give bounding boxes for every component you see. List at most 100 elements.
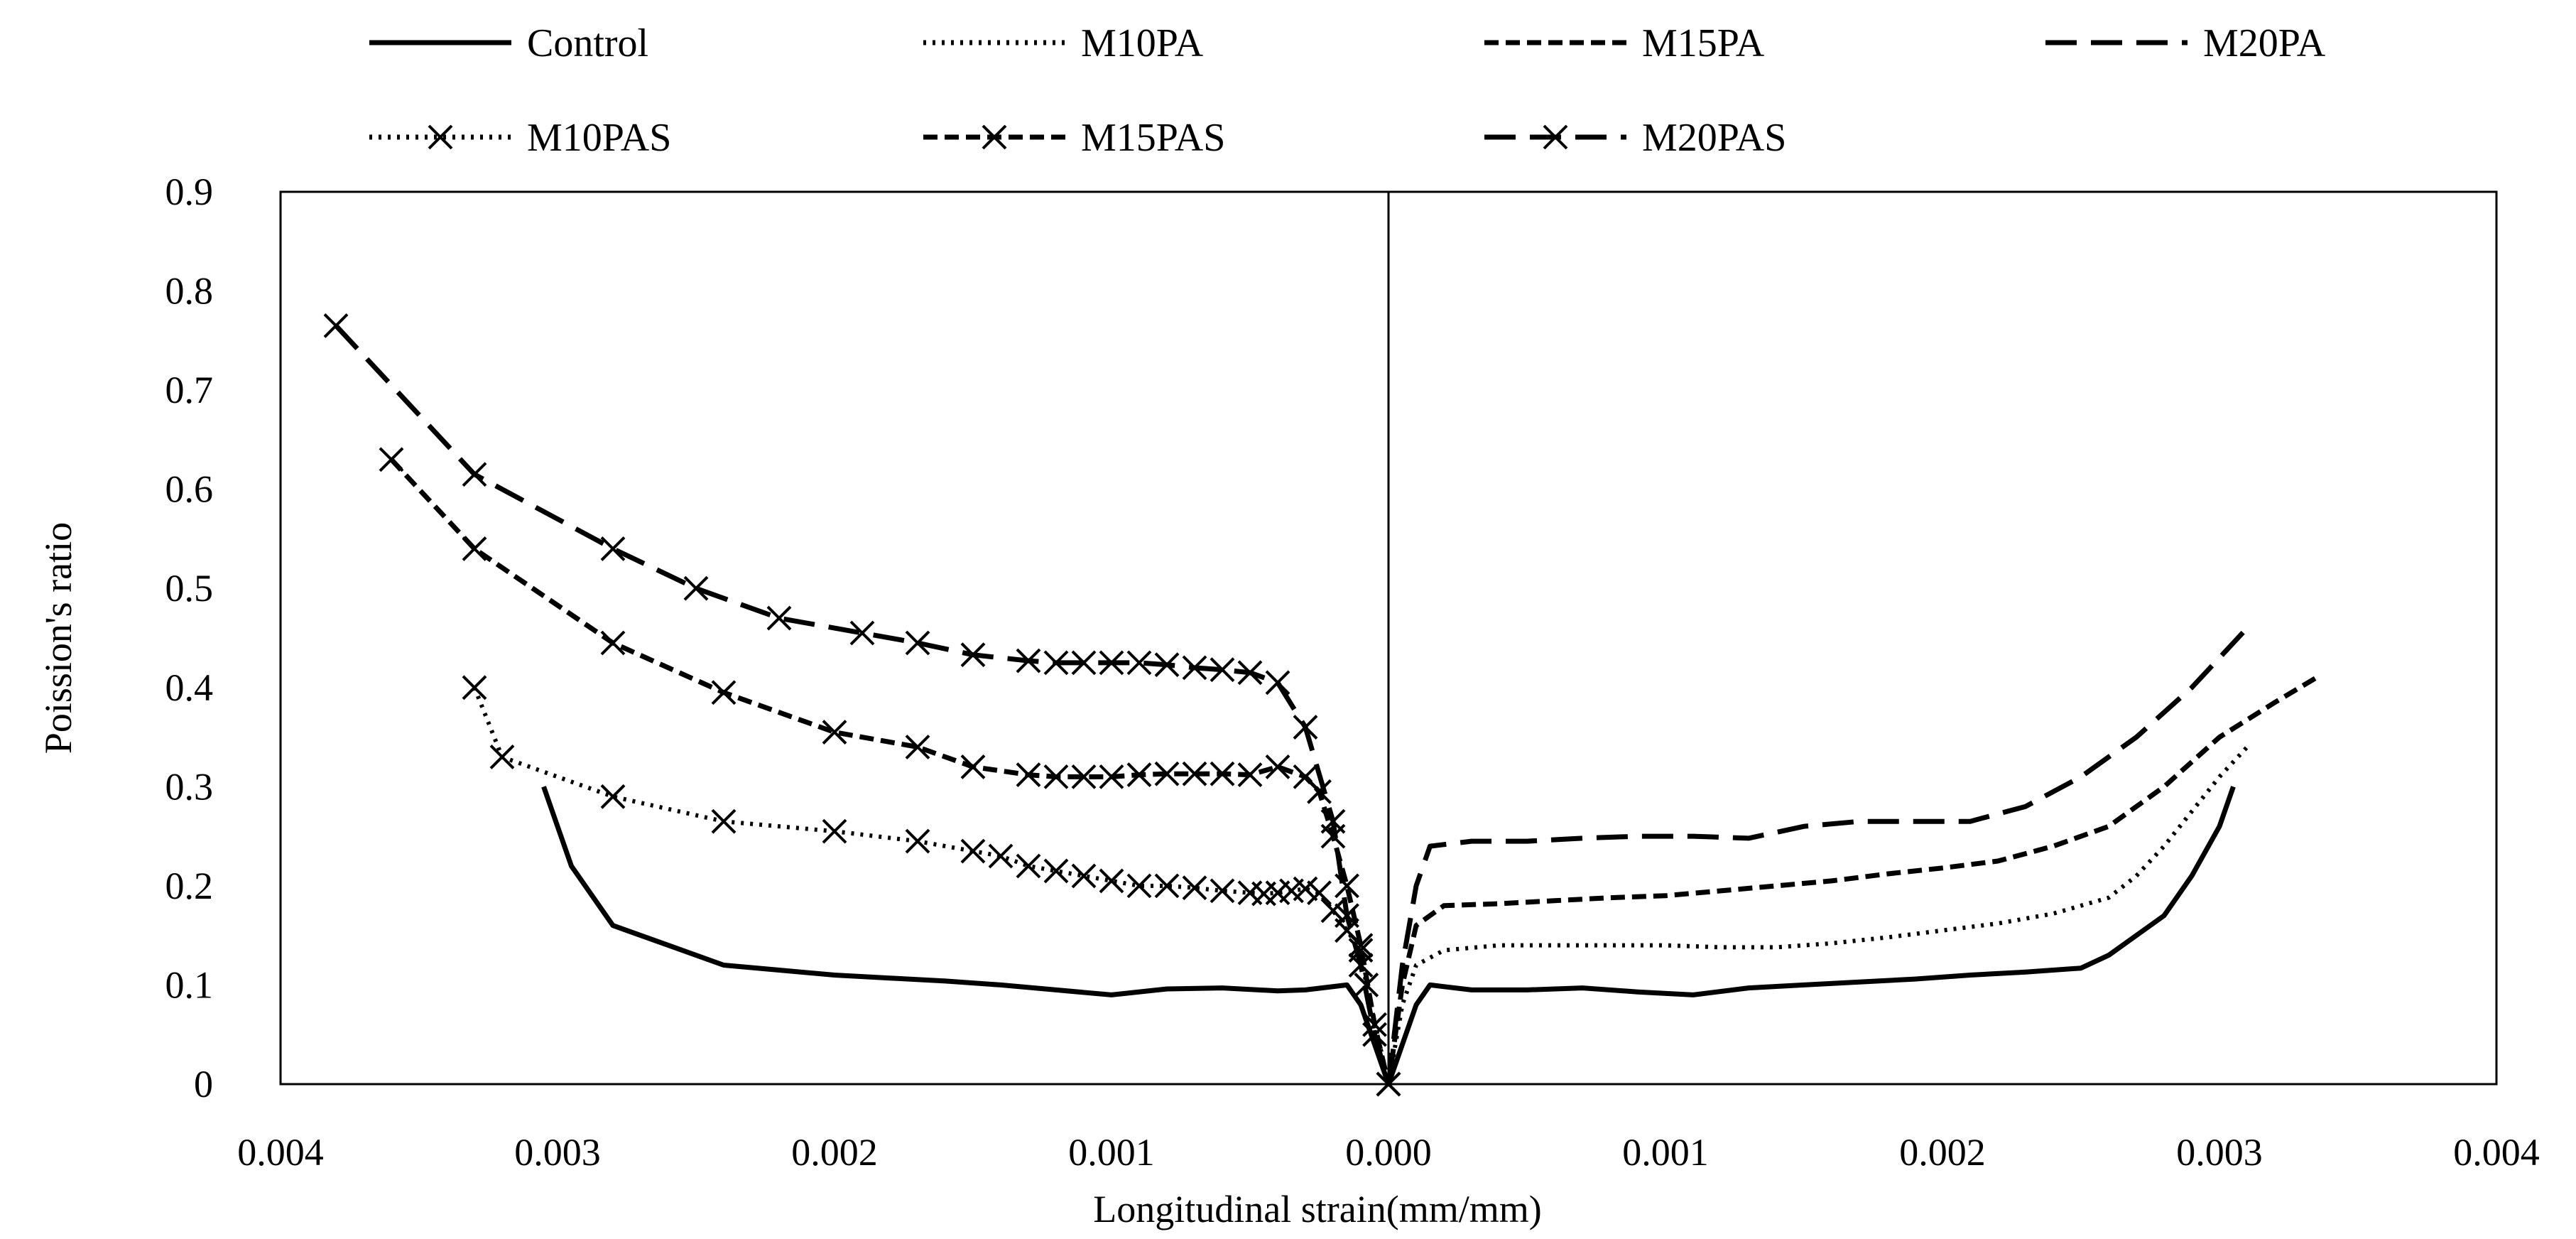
data-point-marker xyxy=(1237,660,1263,686)
data-point-marker xyxy=(960,838,986,864)
data-point-marker xyxy=(1182,761,1207,786)
x-tick-label: 0.001 xyxy=(1068,1131,1155,1174)
data-point-marker xyxy=(1348,953,1374,978)
legend-item-m15pa: M15PA xyxy=(1484,21,1765,65)
x-tick-label: 0.004 xyxy=(2453,1131,2540,1174)
data-point-marker xyxy=(1016,762,1041,788)
legend-item-m20pas: M20PAS xyxy=(1484,116,1786,160)
data-point-marker xyxy=(1210,878,1235,904)
data-point-marker xyxy=(1362,1012,1387,1037)
y-axis-label: Poission's ratio xyxy=(37,522,80,754)
x-tick-label: 0.003 xyxy=(514,1131,601,1174)
data-point-marker xyxy=(683,575,709,601)
series-m20pa xyxy=(1386,626,2249,1085)
x-tick-label: 0.002 xyxy=(791,1131,878,1174)
y-axis-ticks: 0 0.1 0.2 0.3 0.4 0.5 0.6 0.7 0.8 0.9 xyxy=(165,171,214,1105)
x-tick-label: 0.000 xyxy=(1345,1131,1432,1174)
series-line-m20pa xyxy=(1386,626,2249,1085)
y-tick-label: 0.3 xyxy=(165,765,214,808)
data-point-marker xyxy=(1016,853,1041,879)
legend: Control M10PA M15PA M20PA M10PAS M15PAS M20PAS xyxy=(369,21,2326,160)
data-point-marker xyxy=(905,630,930,656)
data-point-marker xyxy=(1293,876,1318,902)
data-point-marker xyxy=(766,605,792,631)
data-point-marker xyxy=(1335,903,1359,929)
data-point-marker xyxy=(600,536,626,561)
data-point-marker xyxy=(905,828,930,854)
data-point-marker xyxy=(600,630,626,656)
data-point-marker xyxy=(1376,1071,1401,1097)
legend-label-m15pa: M15PA xyxy=(1642,21,1765,65)
data-point-marker xyxy=(1071,764,1097,789)
data-point-marker xyxy=(1348,933,1374,958)
data-point-marker xyxy=(600,784,626,809)
x-tick-label: 0.002 xyxy=(1899,1131,1986,1174)
data-point-marker xyxy=(711,808,737,834)
data-point-marker xyxy=(1099,868,1124,894)
y-tick-label: 0.7 xyxy=(165,369,214,411)
series-line-m15pa xyxy=(1386,675,2318,1085)
y-tick-label: 0.5 xyxy=(165,567,214,610)
series-line-m15pas xyxy=(389,458,1391,1085)
x-axis-ticks: 0.004 0.003 0.002 0.001 0.000 0.001 0.002 0.003… xyxy=(237,1131,2540,1174)
data-point-marker xyxy=(1237,762,1263,788)
data-point-marker xyxy=(323,313,349,338)
series-m15pa xyxy=(1386,675,2318,1085)
data-point-marker xyxy=(1016,648,1041,673)
data-point-marker xyxy=(379,447,404,472)
series-line-m20pas xyxy=(334,324,1391,1085)
data-point-marker xyxy=(1043,858,1069,884)
data-point-marker xyxy=(822,720,847,745)
data-point-marker xyxy=(489,745,515,769)
data-point-marker xyxy=(462,462,487,487)
legend-label-m15pas: M15PAS xyxy=(1081,116,1225,160)
legend-item-m20pa: M20PA xyxy=(2045,21,2326,65)
series-m10pas xyxy=(462,675,1401,1097)
data-point-marker xyxy=(1099,650,1124,676)
data-point-marker xyxy=(960,642,986,668)
data-point-marker xyxy=(1154,652,1180,678)
data-point-marker xyxy=(1320,898,1346,924)
data-point-marker xyxy=(822,818,847,844)
legend-label-m10pa: M10PA xyxy=(1081,21,1204,65)
series-line-control xyxy=(541,786,2236,1087)
legend-marker-m20pas xyxy=(1543,124,1568,150)
y-tick-label: 0 xyxy=(194,1063,213,1105)
legend-marker-m10pas xyxy=(428,124,453,150)
data-point-marker xyxy=(1265,754,1290,779)
data-point-marker xyxy=(1265,670,1290,696)
data-point-marker xyxy=(1154,873,1180,899)
legend-label-m20pa: M20PA xyxy=(2203,21,2326,65)
legend-label-m10pas: M10PAS xyxy=(527,116,671,160)
data-point-marker xyxy=(462,675,487,700)
x-tick-label: 0.003 xyxy=(2176,1131,2263,1174)
data-point-marker xyxy=(1293,715,1318,740)
y-tick-label: 0.9 xyxy=(165,171,214,213)
legend-item-m10pa: M10PA xyxy=(923,21,1204,65)
data-point-marker xyxy=(1071,863,1097,889)
data-point-marker xyxy=(1210,657,1235,683)
data-point-marker xyxy=(1307,779,1332,804)
x-axis-label: Longitudinal strain(mm/mm) xyxy=(1093,1188,1541,1230)
y-tick-label: 0.6 xyxy=(165,468,214,511)
data-point-marker xyxy=(1182,655,1207,681)
data-point-marker xyxy=(1126,873,1152,899)
data-point-marker xyxy=(1043,650,1069,676)
legend-marker-m15pas xyxy=(982,124,1007,150)
series-layer xyxy=(323,313,2318,1097)
data-point-marker xyxy=(1210,761,1235,786)
data-point-marker xyxy=(905,735,930,759)
data-point-marker xyxy=(711,680,737,705)
y-tick-label: 0.2 xyxy=(165,865,214,907)
data-point-marker xyxy=(988,843,1013,869)
data-point-marker xyxy=(1099,764,1124,789)
data-point-marker xyxy=(1307,880,1332,906)
x-tick-label: 0.004 xyxy=(237,1131,324,1174)
legend-label-control: Control xyxy=(527,21,648,65)
legend-item-control: Control xyxy=(369,21,648,65)
y-tick-label: 0.1 xyxy=(165,963,214,1006)
data-point-marker xyxy=(462,536,487,561)
data-point-marker xyxy=(960,754,986,779)
plot-area xyxy=(279,190,2498,1097)
